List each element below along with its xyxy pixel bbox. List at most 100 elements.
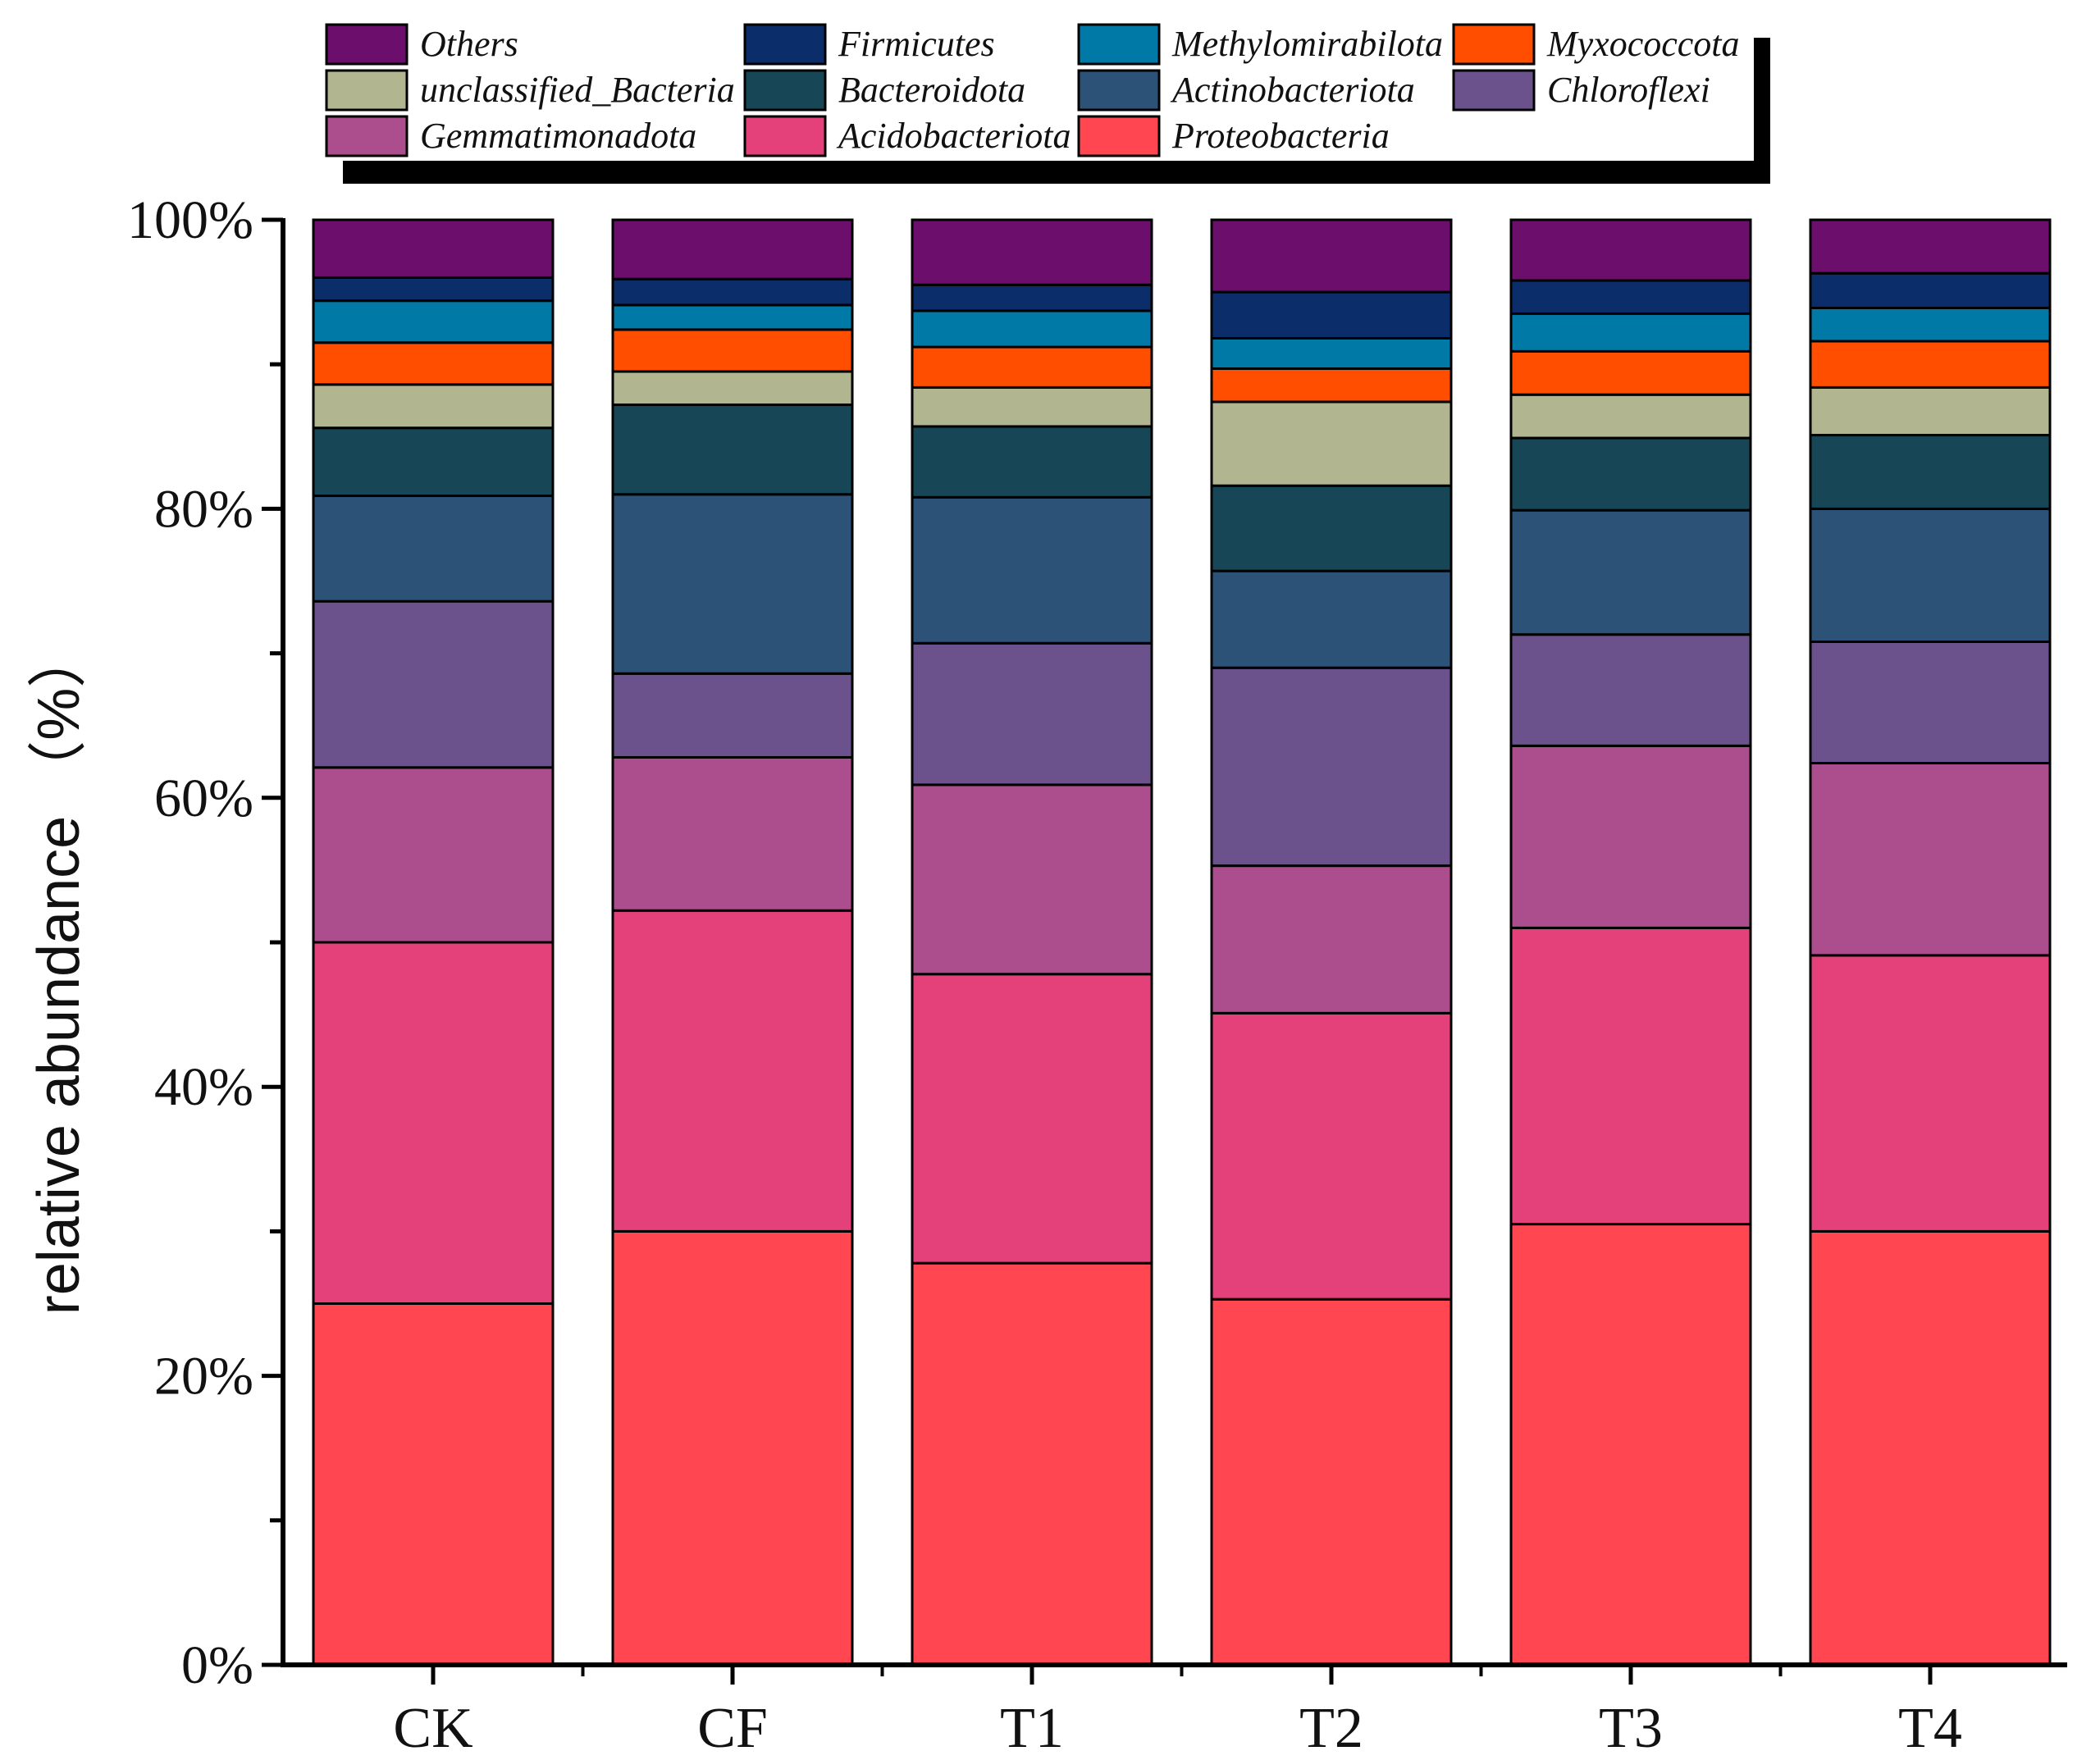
bar-t2-firmicutes [1210, 290, 1453, 340]
legend-label-gemmatimonadota: Gemmatimonadota [420, 116, 696, 156]
y-ticks: 0% 20% 40% 60% 80% 100% [127, 190, 283, 1695]
x-ticks: CK CF T1 T2 T3 T4 [393, 1665, 1962, 1760]
legend-label-myxococcota: Myxococcota [1546, 24, 1740, 64]
bar-t2-methylomirabilota [1210, 336, 1453, 370]
x-tick-label-t1: T1 [1000, 1697, 1064, 1760]
bar-t2-bacteroidota [1210, 484, 1453, 572]
bar-ck-proteobacteria [312, 1302, 555, 1667]
legend-label-actinobacteriota: Actinobacteriota [1170, 70, 1415, 110]
legend-label-bacteroidota: Bacteroidota [838, 70, 1025, 110]
legend-label-others: Others [420, 24, 518, 64]
bar-t4-methylomirabilota [1809, 306, 2052, 343]
bar-t1-acidobacteriota [911, 973, 1153, 1265]
bar-t3-proteobacteria [1509, 1223, 1752, 1667]
bar-cf-proteobacteria [611, 1229, 854, 1667]
bar-t4-unclassified-bacteria [1809, 385, 2052, 437]
legend-swatch-others [325, 23, 409, 66]
y-tick-label: 100% [127, 190, 253, 250]
bar-cf-acidobacteriota [611, 909, 854, 1233]
bar-t3-unclassified-bacteria [1509, 393, 1752, 440]
x-tick-label-cf: CF [697, 1697, 768, 1760]
bar-t2-others [1210, 218, 1453, 294]
y-tick-label: 0% [181, 1635, 253, 1695]
legend-swatch-methylomirabilota [1077, 23, 1161, 66]
bar-t4-gemmatimonadota [1809, 762, 2052, 957]
bar-ck-gemmatimonadota [312, 766, 555, 944]
bar-cf-methylomirabilota [611, 303, 854, 331]
y-tick-label: 40% [154, 1057, 253, 1117]
bar-t1-gemmatimonadota [911, 783, 1153, 976]
bar-cf-actinobacteriota [611, 493, 854, 675]
legend-swatch-chloroflexi [1452, 69, 1536, 112]
bar-cf-unclassified-bacteria [611, 370, 854, 407]
bar-t1-proteobacteria [911, 1261, 1153, 1667]
y-tick-label: 80% [154, 479, 253, 539]
bar-t4-actinobacteriota [1809, 507, 2052, 644]
bar-ck-unclassified-bacteria [312, 383, 555, 430]
legend-swatch-proteobacteria [1077, 115, 1161, 157]
legend-swatch-actinobacteriota [1077, 69, 1161, 112]
y-axis-label: relative abundance （%） [26, 629, 92, 1315]
bar-cf-myxococcota [611, 328, 854, 373]
y-tick-label: 60% [154, 768, 253, 828]
x-tick-label-t3: T3 [1599, 1697, 1663, 1760]
bar-t4-bacteroidota [1809, 434, 2052, 510]
x-tick-label-t4: T4 [1898, 1697, 1962, 1760]
legend-swatch-gemmatimonadota [325, 115, 409, 157]
bar-t4-others [1809, 218, 2052, 275]
bar-ck-actinobacteriota [312, 495, 555, 603]
bar-cf-firmicutes [611, 277, 854, 307]
bar-ck-bacteroidota [312, 426, 555, 498]
y-tick-label: 20% [154, 1347, 253, 1407]
legend-label-acidobacteriota: Acidobacteriota [836, 116, 1071, 156]
bar-t1-methylomirabilota [911, 309, 1153, 349]
bar-t2-unclassified-bacteria [1210, 400, 1453, 487]
bar-ck-others [312, 218, 555, 279]
legend-label-firmicutes: Firmicutes [838, 24, 995, 64]
bar-t4-chloroflexi [1809, 641, 2052, 765]
bar-t3-firmicutes [1509, 279, 1752, 316]
legend-swatch-bacteroidota [743, 69, 827, 112]
legend-swatch-firmicutes [743, 23, 827, 66]
bar-cf-bacteroidota [611, 404, 854, 496]
bar-t3-methylomirabilota [1509, 312, 1752, 353]
bar-t3-gemmatimonadota [1509, 744, 1752, 929]
bar-t1-actinobacteriota [911, 495, 1153, 645]
bar-t2-acidobacteriota [1210, 1011, 1453, 1301]
bar-t1-bacteroidota [911, 425, 1153, 499]
bar-t4-myxococcota [1809, 340, 2052, 389]
bar-t1-chloroflexi [911, 641, 1153, 787]
legend-label-proteobacteria: Proteobacteria [1171, 116, 1390, 156]
x-tick-label-ck: CK [393, 1697, 472, 1760]
bar-t1-myxococcota [911, 345, 1153, 389]
bar-t2-proteobacteria [1210, 1297, 1453, 1667]
bar-ck-firmicutes [312, 276, 555, 303]
bar-t3-chloroflexi [1509, 633, 1752, 747]
bar-t2-myxococcota [1210, 367, 1453, 404]
x-tick-label-t2: T2 [1299, 1697, 1363, 1760]
bar-t1-unclassified-bacteria [911, 385, 1153, 428]
bar-t3-actinobacteriota [1509, 508, 1752, 636]
legend-swatch-unclassified-bacteria [325, 69, 409, 112]
bar-ck-chloroflexi [312, 600, 555, 769]
bar-cf-others [611, 218, 854, 280]
bar-t3-acidobacteriota [1509, 926, 1752, 1226]
bar-t2-actinobacteriota [1210, 569, 1453, 669]
bar-t3-bacteroidota [1509, 436, 1752, 512]
bar-t1-firmicutes [911, 283, 1153, 312]
bar-t2-chloroflexi [1210, 666, 1453, 868]
bar-t3-others [1509, 218, 1752, 282]
legend: Others Firmicutes Methylomirabilota Myxococ… [325, 23, 1740, 157]
legend-swatch-myxococcota [1452, 23, 1536, 66]
legend-label-unclassified-bacteria: unclassified_Bacteria [420, 70, 735, 110]
bar-t4-firmicutes [1809, 271, 2052, 309]
bar-cf-chloroflexi [611, 672, 854, 759]
bar-t4-acidobacteriota [1809, 954, 2052, 1233]
bar-t3-myxococcota [1509, 349, 1752, 396]
bar-ck-acidobacteriota [312, 941, 555, 1305]
bar-cf-gemmatimonadota [611, 755, 854, 912]
bar-t4-proteobacteria [1809, 1229, 2052, 1667]
legend-label-chloroflexi: Chloroflexi [1547, 70, 1710, 110]
bar-ck-myxococcota [312, 341, 555, 386]
